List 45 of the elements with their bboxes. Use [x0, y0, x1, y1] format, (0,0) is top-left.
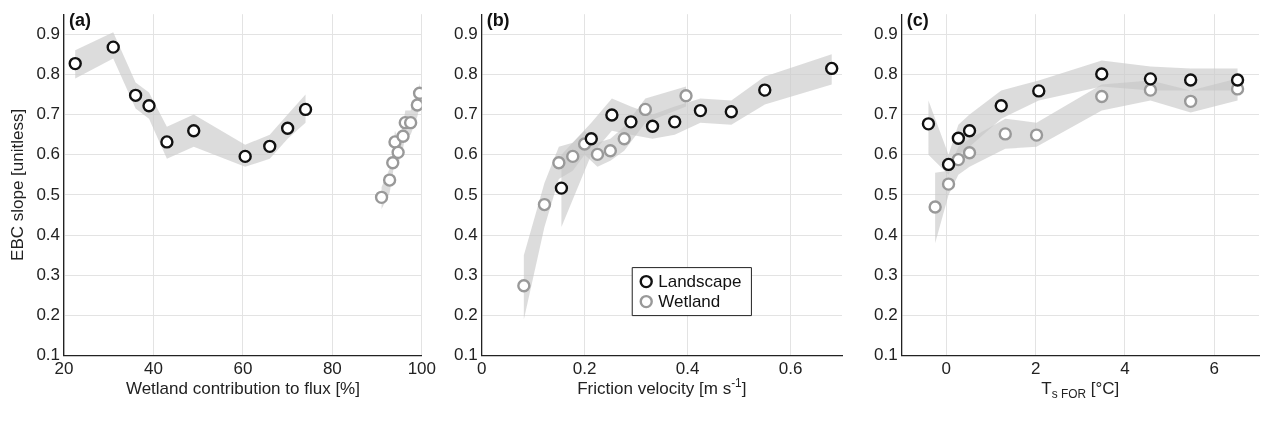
y-tick-label: 0.1 — [873, 345, 898, 365]
y-tick-label: 0.4 — [36, 224, 61, 244]
x-tick-label: 60 — [233, 359, 253, 379]
x-tick-label: 2 — [1030, 359, 1041, 379]
chart-title: (a) — [69, 10, 92, 31]
y-tick-label: 0.6 — [36, 144, 61, 164]
y-tick-label: 0.2 — [873, 305, 898, 325]
y-tick-label: 0.3 — [453, 264, 478, 284]
x-tick-label: 40 — [144, 359, 163, 379]
x-axis-title: Wetland contribution to flux [%] — [125, 379, 360, 398]
x-tick-label: 100 — [407, 359, 437, 379]
y-tick-label: 0.3 — [36, 264, 61, 284]
y-tick-label: 0.1 — [453, 345, 478, 365]
y-tick-label: 0.9 — [453, 23, 478, 43]
y-tick-label: 0.3 — [873, 264, 898, 284]
y-axis-title: EBC slope [unitless] — [7, 108, 27, 261]
x-tick-label: 6 — [1209, 359, 1220, 379]
x-tick-label: 4 — [1120, 359, 1130, 379]
y-tick-label: 0.8 — [873, 64, 898, 84]
y-tick-label: 0.7 — [873, 104, 898, 124]
y-tick-label: 0.7 — [453, 104, 478, 124]
x-tick-label: 0.4 — [675, 359, 700, 379]
x-tick-label: 0 — [476, 359, 487, 379]
y-tick-label: 0.9 — [36, 23, 61, 43]
chart-title: (b) — [486, 10, 510, 31]
y-tick-label: 0.6 — [453, 144, 478, 164]
y-tick-label: 0.6 — [873, 144, 898, 164]
legend-label: Landscape — [658, 272, 742, 292]
y-tick-label: 0.4 — [453, 224, 478, 244]
y-tick-label: 0.8 — [453, 64, 478, 84]
y-tick-label: 0.5 — [453, 184, 478, 204]
x-tick-label: 0 — [941, 359, 952, 379]
x-tick-label: 0.2 — [572, 359, 597, 379]
y-tick-label: 0.2 — [36, 305, 61, 325]
y-tick-label: 0.9 — [873, 23, 898, 43]
chart-title: (c) — [906, 10, 929, 31]
y-tick-label: 0.5 — [36, 184, 61, 204]
legend-label: Wetland — [658, 292, 721, 312]
y-tick-label: 0.4 — [873, 224, 898, 244]
y-tick-label: 0.5 — [873, 184, 898, 204]
y-tick-label: 0.8 — [36, 64, 61, 84]
y-tick-label: 0.2 — [453, 305, 478, 325]
y-tick-label: 0.7 — [36, 104, 61, 124]
x-tick-label: 0.6 — [778, 359, 803, 379]
x-tick-label: 80 — [322, 359, 342, 379]
